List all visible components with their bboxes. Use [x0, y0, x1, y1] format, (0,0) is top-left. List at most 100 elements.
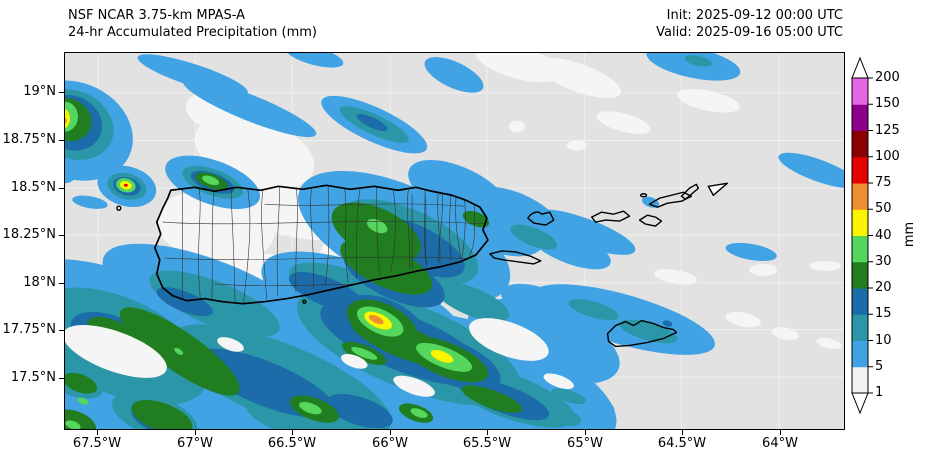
lon-tick-label: 67°W: [177, 436, 213, 451]
caja-de-muertos-island-outline: [302, 299, 307, 304]
lon-tick-label: 65.5°W: [462, 436, 512, 451]
anegada-island-outline: [707, 182, 728, 196]
lon-axis-tick: [487, 430, 488, 435]
plot-title-block: NSF NCAR 3.75-km MPAS-A 24-hr Accumulate…: [68, 7, 317, 41]
colorbar-extend-arrow-bottom: [851, 392, 869, 415]
precip-50-75mm-layer: [65, 117, 384, 325]
lon-tick-label: 64.5°W: [657, 436, 707, 451]
lon-axis-tick: [682, 430, 683, 435]
municipality-boundary-line: [276, 186, 280, 296]
colorbar: [851, 56, 873, 415]
colorbar-tick-label: 40: [875, 227, 892, 243]
colorbar-segment: [852, 235, 868, 263]
lon-axis-tick: [390, 430, 391, 435]
lat-axis-tick: [59, 188, 64, 189]
colorbar-tick-label: 200: [875, 70, 900, 85]
desecheo-island-outline: [116, 205, 122, 211]
colorbar-tick-label: 1: [875, 385, 884, 400]
colorbar-segment: [852, 314, 868, 341]
lon-axis-tick: [292, 430, 293, 435]
colorbar-tick-label: 15: [875, 306, 892, 322]
lon-axis-tick: [97, 430, 98, 435]
colorbar-segment: [852, 130, 868, 158]
municipality-boundary-line: [356, 186, 361, 279]
lat-tick-label: 17.5°N: [10, 370, 56, 385]
lat-tick-label: 18°N: [23, 275, 56, 290]
culebra-island-outline: [527, 211, 555, 226]
lon-tick-label: 64°W: [762, 436, 798, 451]
lat-axis-tick: [59, 330, 64, 331]
st-croix-island-outline: [606, 319, 678, 348]
lat-axis-tick: [59, 283, 64, 284]
municipality-boundary-line: [437, 194, 441, 263]
lon-axis-tick: [195, 430, 196, 435]
lat-tick-label: 18.75°N: [2, 132, 56, 147]
municipality-boundary-line: [310, 186, 315, 290]
municipality-boundary-line: [449, 194, 452, 261]
municipality-boundary-line: [162, 220, 486, 225]
lat-tick-label: 18.5°N: [10, 180, 56, 195]
colorbar-tick-label: 20: [875, 280, 892, 295]
init-time-label: Init: 2025-09-12 00:00 UTC: [666, 8, 843, 23]
valid-time-label: Valid: 2025-09-16 05:00 UTC: [656, 25, 843, 40]
municipality-boundary-line: [230, 186, 236, 302]
municipality-boundary-line: [390, 186, 396, 273]
model-title: NSF NCAR 3.75-km MPAS-A: [68, 8, 246, 23]
municipality-boundary-line: [261, 186, 267, 300]
colorbar-segment: [852, 261, 868, 289]
precipitation-map-canvas: [65, 53, 844, 429]
jost-van-dyke-island-outline: [639, 193, 648, 198]
colorbar-tick-label: 100: [875, 148, 900, 164]
colorbar-tick-label: 5: [875, 358, 884, 374]
municipality-boundary-line: [343, 186, 349, 283]
colorbar-unit-label: mm: [902, 221, 918, 248]
tortola-island-outline: [648, 191, 693, 208]
municipality-boundary-line: [295, 186, 298, 293]
plot-subtitle: 24-hr Accumulated Precipitation (mm): [68, 25, 317, 40]
municipality-boundary-line: [424, 194, 428, 266]
municipality-boundary-line: [324, 186, 330, 286]
colorbar-ticks: [868, 77, 873, 394]
municipality-boundary-line: [243, 186, 251, 303]
virgin-gorda-island-outline: [680, 183, 700, 200]
colorbar-tick-label: 75: [875, 175, 892, 190]
municipality-boundary-line: [211, 186, 216, 302]
municipality-boundary-line: [376, 186, 381, 276]
municipality-boundary-line: [407, 186, 410, 269]
lon-tick-label: 66°W: [372, 436, 408, 451]
municipality-boundary-line: [164, 256, 484, 261]
lat-tick-label: 18.25°N: [2, 227, 56, 242]
colorbar-segment: [852, 340, 868, 368]
lat-axis-tick: [59, 378, 64, 379]
colorbar-tick-label: 150: [875, 96, 900, 112]
lat-tick-label: 19°N: [23, 84, 56, 99]
lat-axis-tick: [59, 140, 64, 141]
municipality-boundary-line: [198, 186, 201, 302]
lon-tick-label: 65°W: [567, 436, 603, 451]
lon-tick-label: 66.5°W: [267, 436, 317, 451]
lon-axis-tick: [780, 430, 781, 435]
colorbar-tick-label: 30: [875, 253, 892, 269]
lat-tick-label: 17.75°N: [2, 322, 56, 337]
colorbar-extend-arrow-top: [851, 56, 869, 79]
municipality-boundary-line: [424, 186, 427, 266]
colorbar-segment: [852, 288, 868, 315]
colorbar-tick-label: 125: [875, 122, 900, 138]
colorbar-tick-label: 50: [875, 201, 892, 217]
colorbar-segment: [852, 78, 868, 105]
map-plot-area: [64, 52, 845, 430]
st-john-island-outline: [638, 214, 663, 227]
lat-axis-tick: [59, 92, 64, 93]
colorbar-segment: [852, 104, 868, 131]
st-thomas-island-outline: [590, 210, 631, 223]
colorbar-tick-label: 10: [875, 332, 892, 348]
run-time-block: Init: 2025-09-12 00:00 UTC Valid: 2025-0…: [656, 7, 843, 41]
light-precip-patches-over-band: [65, 318, 574, 397]
municipality-boundary-line: [264, 203, 464, 207]
colorbar-segments: [852, 78, 868, 394]
lat-axis-tick: [59, 235, 64, 236]
lon-tick-label: 67.5°W: [72, 436, 122, 451]
lon-axis-tick: [585, 430, 586, 435]
colorbar-segment: [852, 209, 868, 236]
